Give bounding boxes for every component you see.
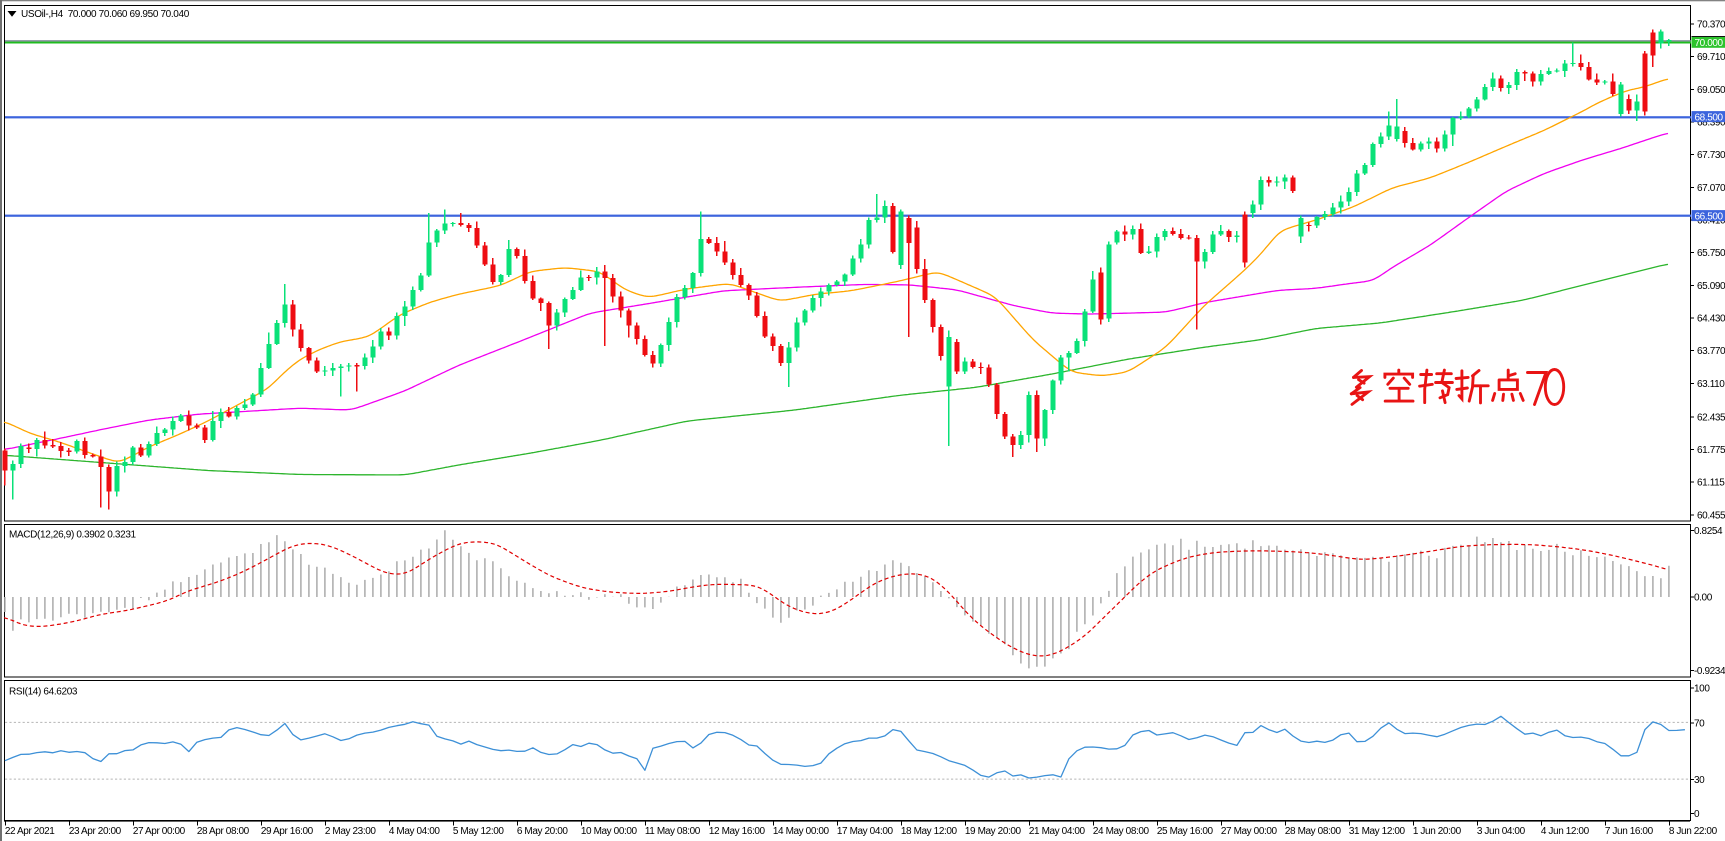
svg-text:22 Apr 2021: 22 Apr 2021 [5,826,55,837]
svg-text:67.730: 67.730 [1697,150,1725,161]
svg-text:23 Apr 20:00: 23 Apr 20:00 [69,826,122,837]
svg-text:0: 0 [1694,809,1700,820]
svg-text:-0.9234: -0.9234 [1694,666,1725,677]
svg-text:6 May 20:00: 6 May 20:00 [517,826,568,837]
svg-text:4 May 04:00: 4 May 04:00 [389,826,440,837]
svg-text:67.070: 67.070 [1697,183,1725,194]
svg-text:28 Apr 08:00: 28 Apr 08:00 [197,826,250,837]
svg-text:18 May 12:00: 18 May 12:00 [901,826,958,837]
svg-text:3 Jun 04:00: 3 Jun 04:00 [1477,826,1526,837]
svg-text:70.000: 70.000 [1695,38,1724,49]
svg-text:28 May 08:00: 28 May 08:00 [1285,826,1342,837]
svg-text:17 May 04:00: 17 May 04:00 [837,826,894,837]
svg-text:30: 30 [1694,775,1705,786]
svg-text:27 May 00:00: 27 May 00:00 [1221,826,1278,837]
svg-text:66.500: 66.500 [1695,211,1724,222]
svg-text:RSI(14) 64.6203: RSI(14) 64.6203 [9,687,78,698]
svg-text:69.710: 69.710 [1697,52,1725,63]
svg-text:63.110: 63.110 [1697,379,1725,390]
svg-text:19 May 20:00: 19 May 20:00 [965,826,1022,837]
svg-text:14 May 00:00: 14 May 00:00 [773,826,830,837]
svg-text:11 May 08:00: 11 May 08:00 [645,826,701,837]
svg-text:4 Jun 12:00: 4 Jun 12:00 [1541,826,1590,837]
svg-text:12 May 16:00: 12 May 16:00 [709,826,766,837]
svg-text:63.770: 63.770 [1697,346,1725,357]
svg-text:68.390: 68.390 [1697,118,1725,129]
svg-text:0.00: 0.00 [1694,593,1713,604]
svg-text:0.8254: 0.8254 [1694,526,1723,537]
svg-text:64.430: 64.430 [1697,314,1725,325]
svg-text:29 Apr 16:00: 29 Apr 16:00 [261,826,314,837]
svg-text:21 May 04:00: 21 May 04:00 [1029,826,1086,837]
svg-text:8 Jun 22:00: 8 Jun 22:00 [1669,826,1718,837]
svg-text:62.435: 62.435 [1697,412,1725,423]
svg-text:68.500: 68.500 [1695,112,1724,123]
svg-text:65.750: 65.750 [1697,248,1725,259]
svg-text:25 May 16:00: 25 May 16:00 [1157,826,1214,837]
svg-text:24 May 08:00: 24 May 08:00 [1093,826,1150,837]
svg-text:61.775: 61.775 [1697,445,1725,456]
svg-text:70: 70 [1694,718,1705,729]
svg-text:61.115: 61.115 [1697,478,1725,489]
svg-text:60.455: 60.455 [1697,510,1725,521]
svg-text:USOil-,H4 70.000 70.060 69.95: USOil-,H4 70.000 70.060 69.950 70.040 [21,9,190,20]
svg-text:69.050: 69.050 [1697,85,1725,96]
svg-text:1 Jun 20:00: 1 Jun 20:00 [1413,826,1462,837]
svg-text:5 May 12:00: 5 May 12:00 [453,826,504,837]
svg-text:10 May 00:00: 10 May 00:00 [581,826,638,837]
svg-text:2 May 23:00: 2 May 23:00 [325,826,376,837]
svg-text:7 Jun 16:00: 7 Jun 16:00 [1605,826,1654,837]
svg-text:MACD(12,26,9) 0.3902 0.3231: MACD(12,26,9) 0.3902 0.3231 [9,530,137,541]
svg-text:70.370: 70.370 [1697,20,1725,31]
svg-text:31 May 12:00: 31 May 12:00 [1349,826,1406,837]
svg-text:27 Apr 00:00: 27 Apr 00:00 [133,826,186,837]
svg-text:65.090: 65.090 [1697,281,1725,292]
svg-text:100: 100 [1694,684,1710,695]
